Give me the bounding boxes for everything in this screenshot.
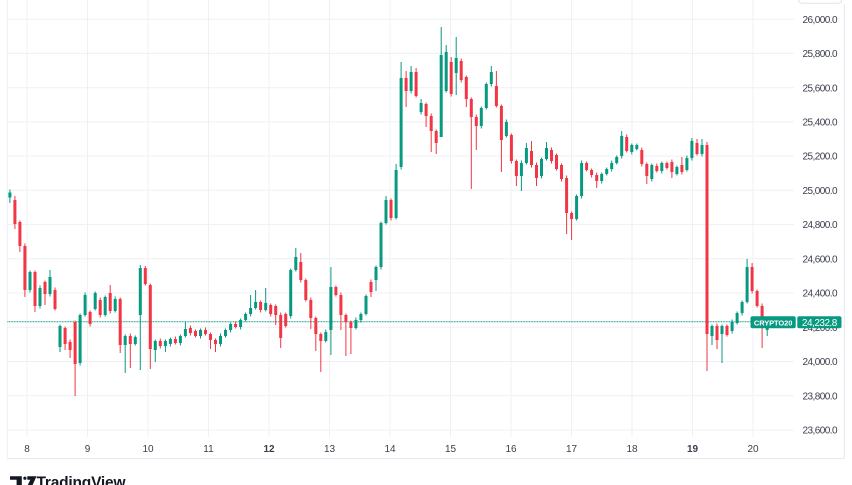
svg-text:8: 8 bbox=[24, 444, 30, 455]
svg-text:CRYPTO20: CRYPTO20 bbox=[754, 318, 792, 327]
svg-text:13: 13 bbox=[324, 444, 336, 455]
svg-text:11: 11 bbox=[203, 444, 214, 455]
svg-text:25,000.0: 25,000.0 bbox=[803, 186, 839, 197]
svg-text:10: 10 bbox=[142, 444, 154, 455]
svg-text:25,400.0: 25,400.0 bbox=[803, 118, 839, 129]
svg-text:25,800.0: 25,800.0 bbox=[803, 49, 839, 60]
svg-text:23,600.0: 23,600.0 bbox=[803, 426, 839, 437]
svg-text:25,600.0: 25,600.0 bbox=[803, 83, 839, 94]
svg-text:9: 9 bbox=[85, 444, 91, 455]
svg-text:24,232.8: 24,232.8 bbox=[802, 318, 838, 329]
svg-text:25,200.0: 25,200.0 bbox=[803, 152, 839, 163]
svg-text:16: 16 bbox=[505, 444, 517, 455]
svg-text:24,000.0: 24,000.0 bbox=[803, 357, 839, 368]
svg-text:20: 20 bbox=[747, 444, 759, 455]
svg-text:15: 15 bbox=[445, 444, 457, 455]
svg-text:TradingView: TradingView bbox=[37, 475, 127, 485]
svg-text:12: 12 bbox=[263, 444, 275, 455]
svg-text:23,800.0: 23,800.0 bbox=[803, 391, 839, 402]
svg-text:17: 17 bbox=[566, 444, 578, 455]
svg-text:14: 14 bbox=[384, 444, 396, 455]
svg-text:26,000.0: 26,000.0 bbox=[803, 15, 839, 26]
svg-text:24,800.0: 24,800.0 bbox=[803, 220, 839, 231]
svg-text:24,400.0: 24,400.0 bbox=[803, 289, 839, 300]
svg-text:18: 18 bbox=[626, 444, 638, 455]
svg-text:24,600.0: 24,600.0 bbox=[803, 254, 839, 265]
svg-text:24,200.0: 24,200.0 bbox=[803, 323, 839, 334]
svg-text:19: 19 bbox=[687, 444, 699, 455]
